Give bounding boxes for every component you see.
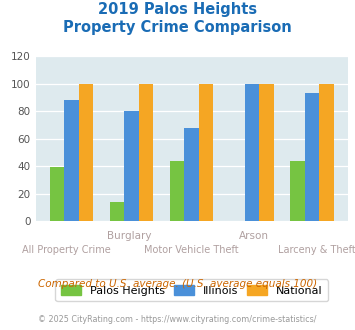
Bar [64, 100, 78, 221]
Bar [170, 161, 185, 221]
Bar [110, 202, 124, 221]
Bar [78, 83, 93, 221]
Bar [290, 161, 305, 221]
Bar [50, 168, 64, 221]
Text: Compared to U.S. average. (U.S. average equals 100): Compared to U.S. average. (U.S. average … [38, 279, 317, 289]
Text: © 2025 CityRating.com - https://www.cityrating.com/crime-statistics/: © 2025 CityRating.com - https://www.city… [38, 315, 317, 324]
Legend: Palos Heights, Illinois, National: Palos Heights, Illinois, National [55, 280, 328, 301]
Bar [259, 83, 274, 221]
Text: All Property Crime: All Property Crime [22, 245, 111, 255]
Bar [199, 83, 213, 221]
Bar [185, 128, 199, 221]
Bar [245, 83, 259, 221]
Text: Larceny & Theft: Larceny & Theft [278, 245, 355, 255]
Text: Property Crime Comparison: Property Crime Comparison [63, 20, 292, 35]
Bar [124, 111, 139, 221]
Text: Arson: Arson [239, 231, 269, 241]
Bar [305, 93, 319, 221]
Bar [139, 83, 153, 221]
Text: 2019 Palos Heights: 2019 Palos Heights [98, 2, 257, 16]
Text: Burglary: Burglary [107, 231, 152, 241]
Bar [319, 83, 334, 221]
Text: Motor Vehicle Theft: Motor Vehicle Theft [144, 245, 239, 255]
